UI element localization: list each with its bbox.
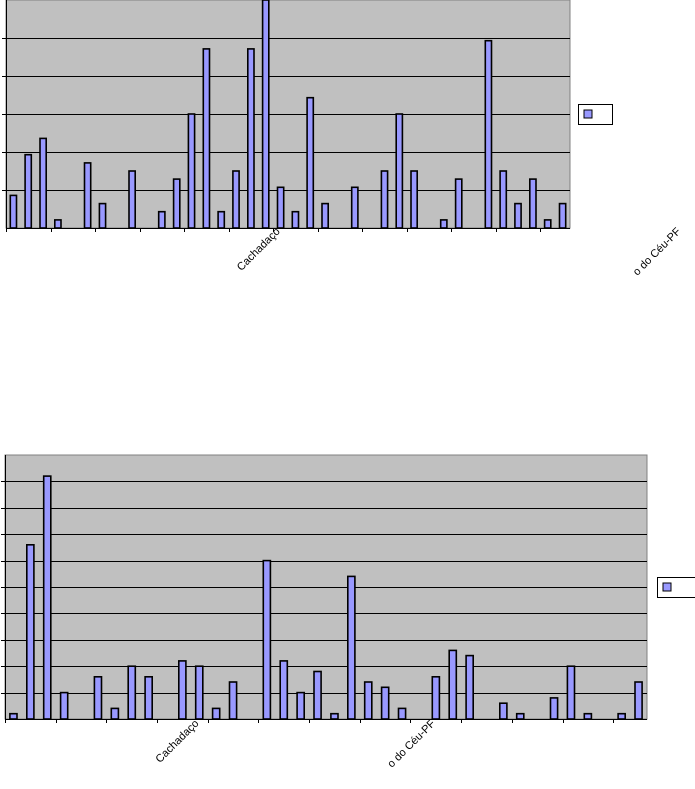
bar xyxy=(306,96,315,229)
bar xyxy=(9,194,18,229)
bar xyxy=(187,113,196,229)
bar xyxy=(321,202,329,229)
bar xyxy=(558,202,567,229)
bar xyxy=(128,170,136,229)
bar xyxy=(291,210,300,229)
bar xyxy=(9,712,18,720)
bar xyxy=(454,178,463,229)
bar xyxy=(543,219,552,229)
bar xyxy=(93,675,103,720)
bar xyxy=(566,665,576,720)
bar xyxy=(110,707,120,720)
bar xyxy=(410,170,418,229)
category-label: o do Céu-PF xyxy=(631,225,684,278)
bar xyxy=(279,660,289,720)
bar xyxy=(514,202,522,229)
category-label: Cachadaço xyxy=(235,226,283,274)
bar xyxy=(144,675,154,720)
bar xyxy=(211,707,221,720)
bar xyxy=(617,712,626,720)
bar xyxy=(262,559,272,720)
legend-swatch xyxy=(583,109,593,119)
bar xyxy=(202,48,211,229)
legend-swatch xyxy=(662,582,672,592)
bar xyxy=(127,665,137,720)
bar xyxy=(247,48,255,229)
bar xyxy=(465,654,475,720)
bar xyxy=(397,707,407,720)
bar xyxy=(59,691,69,720)
bar xyxy=(228,681,238,720)
bar xyxy=(439,219,448,229)
bar xyxy=(261,0,270,229)
bar xyxy=(499,170,508,229)
bar xyxy=(330,712,339,720)
bar xyxy=(276,186,285,229)
category-label: Cachadaço xyxy=(154,718,202,766)
bar xyxy=(515,712,525,720)
bar xyxy=(157,210,166,229)
category-label: o do Céu-PF xyxy=(385,717,438,770)
bar xyxy=(346,575,356,720)
bar xyxy=(83,162,92,229)
bar xyxy=(232,170,240,229)
bar xyxy=(25,543,35,720)
bar xyxy=(98,202,107,229)
bar xyxy=(172,178,181,229)
bar xyxy=(634,681,643,720)
bar xyxy=(194,665,204,720)
bar xyxy=(296,691,306,720)
bar xyxy=(498,702,508,720)
bar xyxy=(484,39,493,229)
bar xyxy=(549,697,559,720)
bar xyxy=(448,649,458,720)
bar xyxy=(528,178,537,229)
bar xyxy=(363,681,373,720)
bar xyxy=(583,712,593,720)
bar xyxy=(217,210,226,229)
bar xyxy=(395,113,404,229)
bar xyxy=(380,170,389,229)
bar xyxy=(53,219,62,229)
bar xyxy=(431,675,441,720)
bar xyxy=(178,660,187,720)
bar xyxy=(313,670,322,720)
bar xyxy=(39,137,47,229)
bar xyxy=(24,153,33,229)
bar xyxy=(42,475,52,720)
bar xyxy=(380,686,390,720)
bar xyxy=(350,186,359,229)
